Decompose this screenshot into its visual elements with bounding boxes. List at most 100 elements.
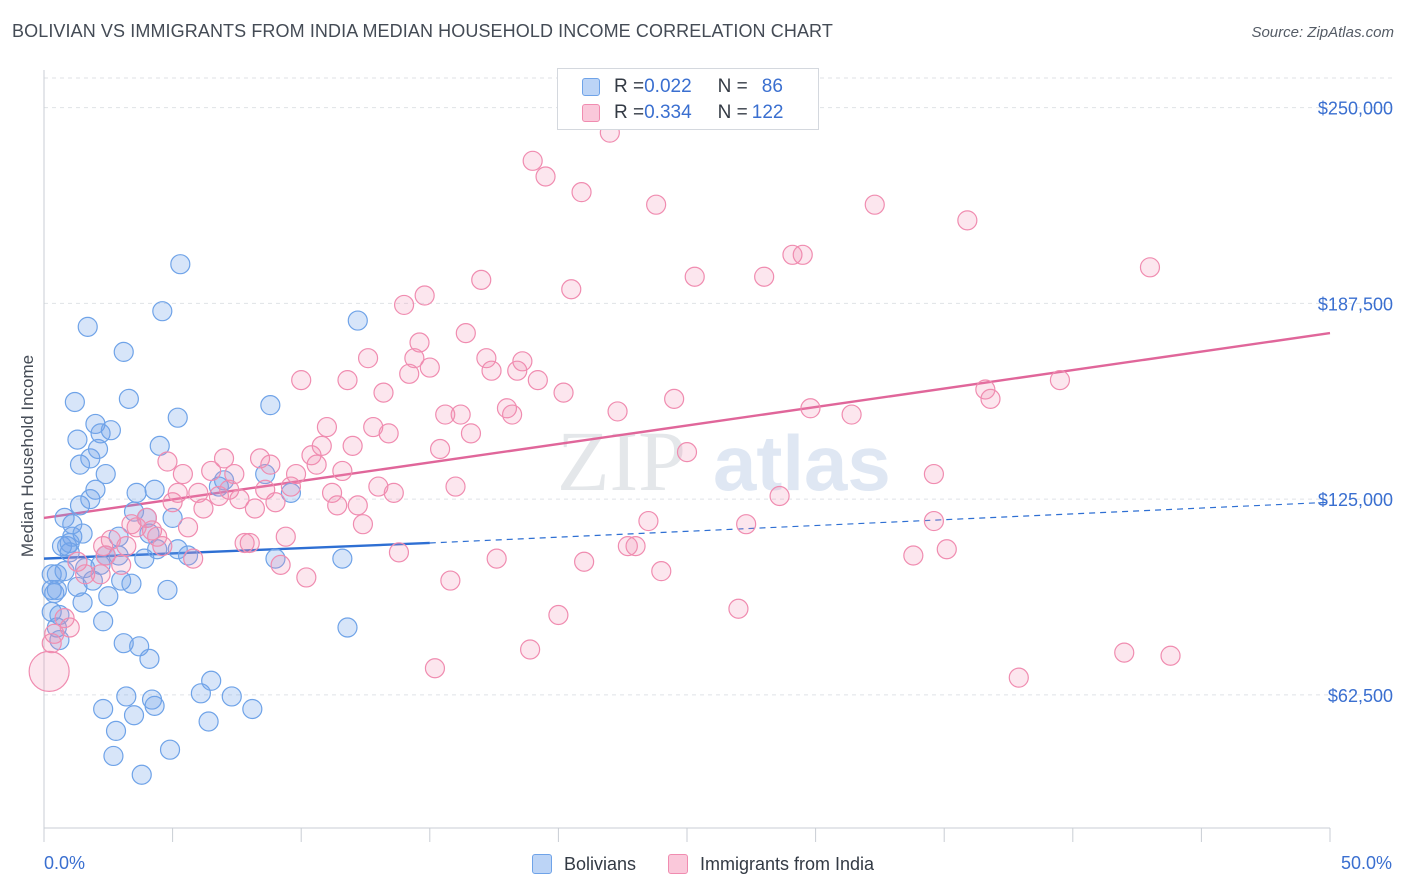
point-s1-50 — [321, 482, 343, 503]
stats-n-value: 86 — [761, 76, 783, 97]
point-s1-83 — [502, 404, 523, 425]
point-s1-113 — [864, 194, 885, 215]
point-s1-109 — [782, 244, 803, 265]
point-s1-42 — [280, 476, 302, 497]
point-s1-77 — [460, 423, 482, 444]
point-s1-111 — [800, 398, 821, 419]
legend-label-bolivians: Bolivians — [563, 853, 636, 874]
trend-line-1 — [43, 331, 1331, 520]
point-s0-16 — [67, 429, 88, 450]
series-1 — [28, 122, 1181, 692]
watermark: ZIP atlas — [557, 413, 891, 509]
source-label: Source: ZipAtlas.com — [1251, 24, 1394, 41]
stats-row-bolivians: R = 0.022 N = 86 — [582, 75, 783, 99]
series-0 — [41, 254, 368, 785]
point-s1-124 — [1139, 257, 1161, 278]
point-s0-17 — [69, 495, 91, 516]
point-s1-97 — [617, 535, 638, 557]
point-s1-86 — [520, 639, 541, 660]
y-tick-labels: $62,500 $125,000 $187,500 $250,000 — [1318, 99, 1393, 706]
point-s1-69 — [419, 357, 440, 378]
point-s1-21 — [167, 482, 188, 503]
point-s1-80 — [481, 360, 502, 381]
point-s0-71 — [221, 686, 242, 707]
point-s0-81 — [59, 532, 80, 554]
y-tick-label-2: $187,500 — [1318, 294, 1393, 314]
point-s0-28 — [87, 438, 109, 460]
point-s1-45 — [296, 567, 317, 588]
legend-swatch-india — [667, 854, 688, 874]
stats-n-label: N = — [717, 102, 748, 123]
point-s0-24 — [80, 489, 101, 510]
point-s1-87 — [522, 150, 543, 171]
point-s0-63 — [167, 539, 188, 560]
point-s1-110 — [792, 244, 813, 265]
point-s1-38 — [260, 454, 281, 475]
point-s1-27 — [201, 460, 222, 482]
point-s1-70 — [424, 658, 446, 679]
point-s0-15 — [64, 391, 85, 413]
point-s0-30 — [93, 698, 114, 720]
point-s1-11 — [111, 554, 132, 575]
point-s1-92 — [561, 279, 582, 300]
point-s1-67 — [409, 332, 430, 353]
point-s1-31 — [224, 463, 245, 485]
point-s1-121 — [1008, 667, 1029, 688]
point-s0-42 — [113, 633, 134, 654]
point-s1-60 — [373, 382, 394, 403]
stats-r-label: R = — [614, 76, 645, 97]
point-s0-36 — [103, 745, 124, 767]
point-s1-100 — [646, 194, 667, 215]
stats-swatch-india — [582, 104, 600, 122]
legend: Bolivians Immigrants from India — [0, 851, 1406, 877]
point-s0-60 — [157, 579, 178, 601]
point-s1-26 — [193, 498, 214, 519]
point-s0-27 — [85, 413, 106, 435]
point-s1-25 — [188, 482, 209, 503]
point-s1-71 — [429, 438, 451, 460]
point-s1-105 — [728, 598, 749, 619]
chart-title: BOLIVIAN VS IMMIGRANTS FROM INDIA MEDIAN… — [12, 21, 833, 41]
point-s1-51 — [327, 495, 348, 516]
point-s1-34 — [239, 532, 260, 554]
point-s1-28 — [208, 485, 229, 507]
point-s1-108 — [769, 485, 790, 507]
point-s0-22 — [77, 316, 98, 337]
point-s1-5 — [67, 551, 88, 572]
point-s0-41 — [113, 341, 134, 363]
point-s1-96 — [607, 401, 628, 422]
stats-r-value: 0.022 — [644, 76, 692, 97]
legend-item-india[interactable]: Immigrants from India — [667, 853, 875, 875]
point-s1-56 — [352, 514, 374, 535]
point-s1-53 — [337, 369, 358, 391]
point-s1-19 — [157, 451, 178, 472]
point-s1-63 — [388, 542, 410, 563]
point-s1-119 — [975, 379, 996, 400]
point-s0-53 — [139, 648, 160, 669]
point-s1-85 — [512, 351, 533, 372]
point-s1-101 — [651, 561, 672, 582]
point-s1-122 — [1049, 369, 1071, 391]
point-s1-88 — [527, 369, 548, 391]
gridlines — [44, 77, 1396, 696]
point-s1-6 — [75, 564, 96, 585]
point-s1-120 — [980, 388, 1001, 409]
legend-item-bolivians[interactable]: Bolivians — [531, 853, 636, 875]
point-s1-62 — [383, 482, 404, 503]
point-s1-99 — [638, 510, 659, 532]
point-s1-72 — [435, 404, 456, 425]
point-s0-45 — [121, 573, 142, 594]
point-s0-82 — [67, 576, 88, 597]
point-s1-114 — [903, 545, 924, 566]
point-s1-66 — [404, 348, 425, 369]
point-s0-64 — [170, 254, 191, 275]
point-s1-59 — [368, 476, 389, 497]
legend-label-india: Immigrants from India — [699, 853, 875, 874]
point-s1-49 — [316, 416, 338, 438]
point-s1-43 — [285, 463, 307, 485]
point-s1-104 — [684, 266, 705, 287]
point-s0-26 — [85, 479, 106, 500]
point-s1-33 — [234, 532, 255, 554]
legend-swatch-bolivians — [531, 854, 552, 874]
point-s1-115 — [923, 463, 945, 485]
